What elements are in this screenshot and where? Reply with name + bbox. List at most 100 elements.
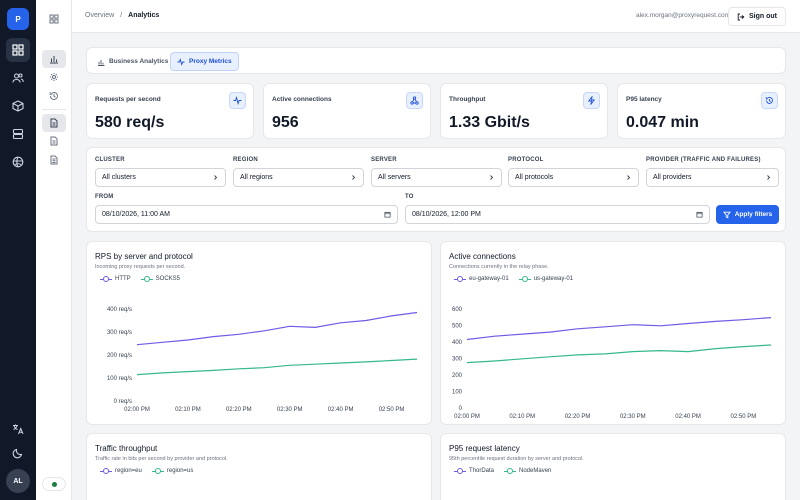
app-logo[interactable]: P [7,8,29,30]
legend-label: eu-gateway-01 [469,276,509,282]
calendar-icon[interactable] [384,211,391,218]
kpi-value: 0.047 min [626,114,699,131]
legend-swatch [100,468,112,474]
x-tick-label: 02:10 PM [509,414,535,420]
chart-legend: eu-gateway-01 us-gateway-01 [454,276,573,282]
x-tick-label: 02:50 PM [379,407,405,413]
chevron-right-icon [214,175,218,180]
protocol-value: All protocols [515,174,554,181]
view-tabs: Business Analytics Proxy Metrics [86,47,786,74]
legend-item[interactable]: ThorData [454,468,494,474]
legend-item[interactable]: eu-gateway-01 [454,276,509,282]
document-icon[interactable] [42,114,66,132]
filters-panel: CLUSTER All clusters REGION All regions … [86,147,786,232]
legend-item[interactable]: us-gateway-01 [518,276,574,282]
x-tick-label: 02:20 PM [565,414,591,420]
chart-subtitle: 95th percentile request duration by serv… [449,456,584,462]
cluster-label: CLUSTER [95,157,125,163]
kpi-value: 1.33 Gbit/s [449,114,530,131]
breadcrumb-root[interactable]: Overview [85,12,115,19]
from-value: 08/10/2026, 11:00 AM [102,211,170,218]
status-indicator[interactable] [42,477,66,491]
to-datetime-input[interactable]: 08/10/2026, 12:00 PM [405,205,710,224]
dashboard-icon[interactable] [6,38,30,62]
legend-swatch [151,468,164,474]
history-icon[interactable] [42,87,66,105]
chevron-right-icon [352,175,356,180]
tab-business-analytics[interactable]: Business Analytics [91,52,174,71]
calendar-icon[interactable] [696,211,703,218]
tab-proxy-metrics[interactable]: Proxy Metrics [170,52,239,71]
sign-out-button[interactable]: Sign out [728,7,786,26]
legend-item[interactable]: SOCKS5 [140,276,180,282]
y-tick-label: 400 [452,340,463,346]
kpi-label: Active connections [272,96,332,103]
moon-icon[interactable] [6,441,30,465]
legend-item[interactable]: HTTP [100,276,131,282]
users-icon[interactable] [6,66,30,90]
file-icon[interactable] [42,132,66,150]
x-tick-label: 02:10 PM [175,407,201,413]
chart-card-throughput: Traffic throughput Traffic rate in bits … [86,433,432,500]
translate-icon[interactable] [6,417,30,441]
chart-card-latency: P95 request latency 95th percentile requ… [440,433,786,500]
series-line-1 [466,317,772,341]
cluster-select[interactable]: All clusters [95,168,226,187]
status-dot [51,481,57,487]
bar-chart-icon[interactable] [42,50,66,68]
grid-icon[interactable] [42,10,66,28]
kpi-card-rps: Requests per second 580 req/s [86,83,254,139]
globe-icon[interactable] [6,150,30,174]
chevron-right-icon [767,175,771,180]
x-tick-label: 02:00 PM [454,414,480,420]
provider-select[interactable]: All providers [646,168,779,187]
legend-label: NodeMaven [519,468,552,474]
region-select[interactable]: All regions [233,168,364,187]
x-tick-label: 02:30 PM [620,414,646,420]
chart-card-rps: RPS by server and protocol Incoming prox… [86,241,432,425]
chart-legend: HTTP SOCKS5 [100,276,180,282]
y-tick-label: 500 [452,324,463,330]
protocol-select[interactable]: All protocols [508,168,639,187]
provider-value: All providers [653,174,692,181]
kpi-label: Throughput [449,96,486,103]
provider-label: PROVIDER (TRAFFIC AND FAILURES) [646,157,761,163]
chart-subtitle: Connections currently in the relay phase… [449,264,549,270]
tab-label: Proxy Metrics [189,58,232,65]
apply-filters-button[interactable]: Apply filters [716,205,779,224]
y-tick-label: 300 req/s [107,330,132,336]
chart-plot-connections: 0 100 200 300 400 500 600 02:00 PM 02:10 PM 02:20… [452,307,772,420]
report-icon[interactable] [42,151,66,169]
legend-label: HTTP [115,276,131,282]
legend-item[interactable]: NodeMaven [504,468,551,474]
legend-label: us-gateway-01 [533,276,574,282]
server-select[interactable]: All servers [371,168,502,187]
x-tick-label: 02:40 PM [328,407,354,413]
legend-label: region=us [166,468,194,474]
divider [42,109,66,110]
app-rail: P AL [0,0,36,500]
to-label: TO [405,194,414,200]
user-email: alex.morgan@proxyrequest.com [635,12,730,19]
kpi-value: 580 req/s [95,114,165,131]
y-tick-label: 0 [459,406,463,412]
y-tick-label: 400 req/s [107,307,132,313]
settings-icon[interactable] [42,68,66,86]
avatar[interactable]: AL [6,469,30,493]
chart-card-connections: Active connections Connections currently… [440,241,786,425]
region-label: REGION [233,157,258,163]
clock-icon [761,92,778,109]
box-icon[interactable] [6,94,30,118]
apply-filters-label: Apply filters [734,211,773,218]
server-icon[interactable] [6,122,30,146]
legend-swatch [454,468,466,474]
sign-out-label: Sign out [749,13,777,20]
legend-swatch [100,276,112,282]
legend-label: region=eu [115,468,142,474]
kpi-label: Requests per second [95,96,161,103]
legend-item[interactable]: region=eu [100,468,142,474]
breadcrumb-separator: / [120,12,123,19]
legend-item[interactable]: region=us [151,468,194,474]
breadcrumb: Overview / Analytics [85,12,159,19]
from-datetime-input[interactable]: 08/10/2026, 11:00 AM [95,205,398,224]
